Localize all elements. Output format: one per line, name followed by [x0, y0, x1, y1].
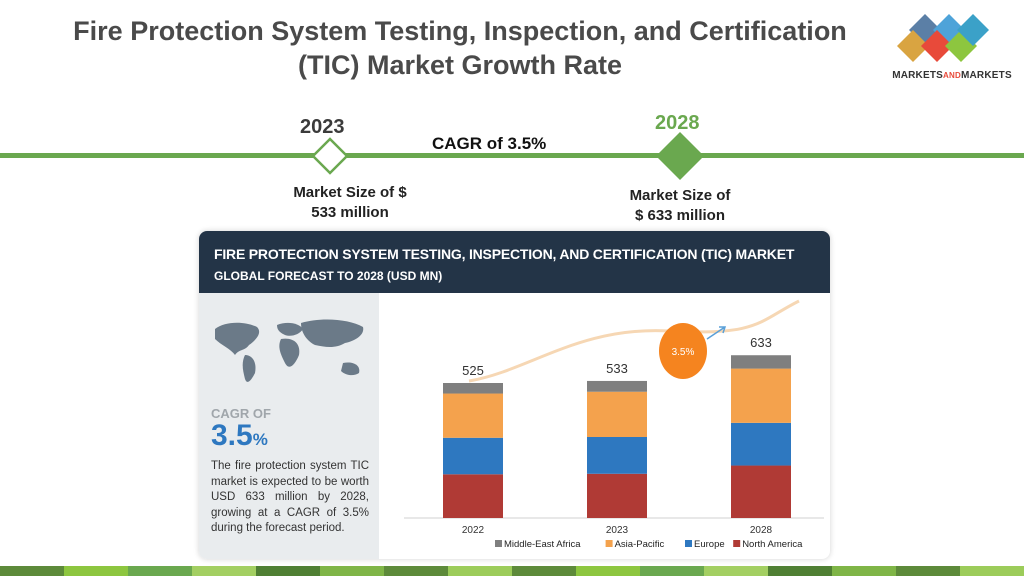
- start-size-line-2: 533 million: [311, 204, 389, 221]
- growth-badge-layer: 3.5%: [468, 299, 800, 383]
- legend-swatch: [733, 540, 741, 547]
- footer-band-segment: [896, 566, 960, 576]
- card-title: FIRE PROTECTION SYSTEM TESTING, INSPECTI…: [214, 246, 795, 262]
- legend-swatch: [495, 540, 502, 547]
- legend-label: Europe: [694, 539, 725, 550]
- start-size-line-1: Market Size of $: [293, 184, 407, 201]
- legend-swatch: [685, 540, 692, 547]
- timeline-end-year: 2028: [655, 112, 700, 134]
- bar-segment-asia-pacific-2022: [443, 393, 503, 438]
- bar-segment-asia-pacific-2028: [731, 368, 791, 423]
- bars-layer: 525 2022 533 2023 633 2028: [404, 335, 824, 536]
- legend-layer: Middle-East Africa Asia-Pacific Europe Nort…: [495, 539, 803, 550]
- bar-segment-europe-2023: [587, 437, 647, 474]
- bar-segment-north-america-2028: [731, 465, 791, 518]
- x-tick-label: 2022: [462, 525, 485, 536]
- stacked-bar-chart: 525 2022 533 2023 633 2028 3.5% Middle-East A…: [404, 299, 824, 550]
- end-size-line-1: Market Size of: [629, 187, 731, 204]
- footer-band-segment: [0, 566, 64, 576]
- start-market-size: Market Size of $ 533 million: [270, 183, 430, 223]
- x-tick-label: 2028: [750, 525, 773, 536]
- footer-band-segment: [256, 566, 320, 576]
- infographic-card: FIRE PROTECTION SYSTEM TESTING, INSPECTI…: [199, 231, 830, 559]
- bar-segment-middle-east-africa-2022: [443, 383, 503, 394]
- legend-label: Asia-Pacific: [615, 539, 665, 550]
- footer-band-segment: [64, 566, 128, 576]
- footer-band-segment: [384, 566, 448, 576]
- legend-label: North America: [742, 539, 803, 550]
- growth-badge-label: 3.5%: [672, 347, 695, 358]
- footer-band-segment: [768, 566, 832, 576]
- cagr-percent-sign: %: [252, 430, 268, 449]
- legend-label: Middle-East Africa: [504, 539, 581, 550]
- bar-total-label: 633: [750, 335, 772, 350]
- footer-band-segment: [960, 566, 1024, 576]
- cagr-number: 3.5: [211, 419, 253, 452]
- world-map-icon: [215, 319, 364, 382]
- footer-band-segment: [320, 566, 384, 576]
- footer-color-band: [0, 566, 1024, 576]
- brand-logo-icon: [897, 14, 989, 62]
- bar-segment-middle-east-africa-2023: [587, 380, 647, 392]
- footer-band-segment: [448, 566, 512, 576]
- bar-segment-europe-2028: [731, 422, 791, 466]
- brand-name: MARKETSANDMARKETS: [885, 70, 1019, 81]
- cagr-value: 3.5%: [211, 419, 268, 453]
- footer-band-segment: [576, 566, 640, 576]
- footer-band-segment: [640, 566, 704, 576]
- bar-segment-middle-east-africa-2028: [731, 355, 791, 369]
- timeline-start-marker-icon: [311, 137, 349, 175]
- bar-segment-north-america-2023: [587, 473, 647, 518]
- market-description: The fire protection system TIC market is…: [211, 460, 369, 534]
- cagr-caption: CAGR OF: [211, 406, 271, 421]
- growth-badge-circle: [659, 323, 707, 379]
- card-header: FIRE PROTECTION SYSTEM TESTING, INSPECTI…: [199, 231, 830, 293]
- timeline-end-marker-icon: [656, 132, 704, 180]
- footer-band-segment: [704, 566, 768, 576]
- x-tick-label: 2023: [606, 525, 629, 536]
- end-market-size: Market Size of $ 633 million: [605, 186, 755, 226]
- footer-band-segment: [512, 566, 576, 576]
- bar-total-label: 533: [606, 361, 628, 376]
- brand-left: MARKETS: [892, 70, 944, 81]
- title-line-2: (TIC) Market Growth Rate: [297, 50, 623, 80]
- bar-total-label: 525: [462, 363, 484, 378]
- bar-segment-asia-pacific-2023: [587, 391, 647, 437]
- bar-segment-europe-2022: [443, 437, 503, 475]
- growth-arrow-icon: [706, 326, 727, 340]
- legend-swatch: [605, 540, 613, 547]
- timeline-start-year: 2023: [300, 116, 345, 138]
- brand-right: MARKETS: [960, 70, 1012, 81]
- end-size-line-2: $ 633 million: [634, 207, 726, 224]
- title-line-1: Fire Protection System Testing, Inspecti…: [73, 16, 847, 46]
- footer-band-segment: [832, 566, 896, 576]
- timeline-cagr-label: CAGR of 3.5%: [432, 134, 547, 153]
- footer-band-segment: [192, 566, 256, 576]
- card-subtitle: GLOBAL FORECAST TO 2028 (USD MN): [214, 269, 443, 283]
- footer-band-segment: [128, 566, 192, 576]
- bar-segment-north-america-2022: [443, 474, 503, 518]
- timeline-bar: [0, 153, 1024, 158]
- page-title: Fire Protection System Testing, Inspecti…: [30, 14, 890, 82]
- brand-mid: AND: [943, 71, 961, 80]
